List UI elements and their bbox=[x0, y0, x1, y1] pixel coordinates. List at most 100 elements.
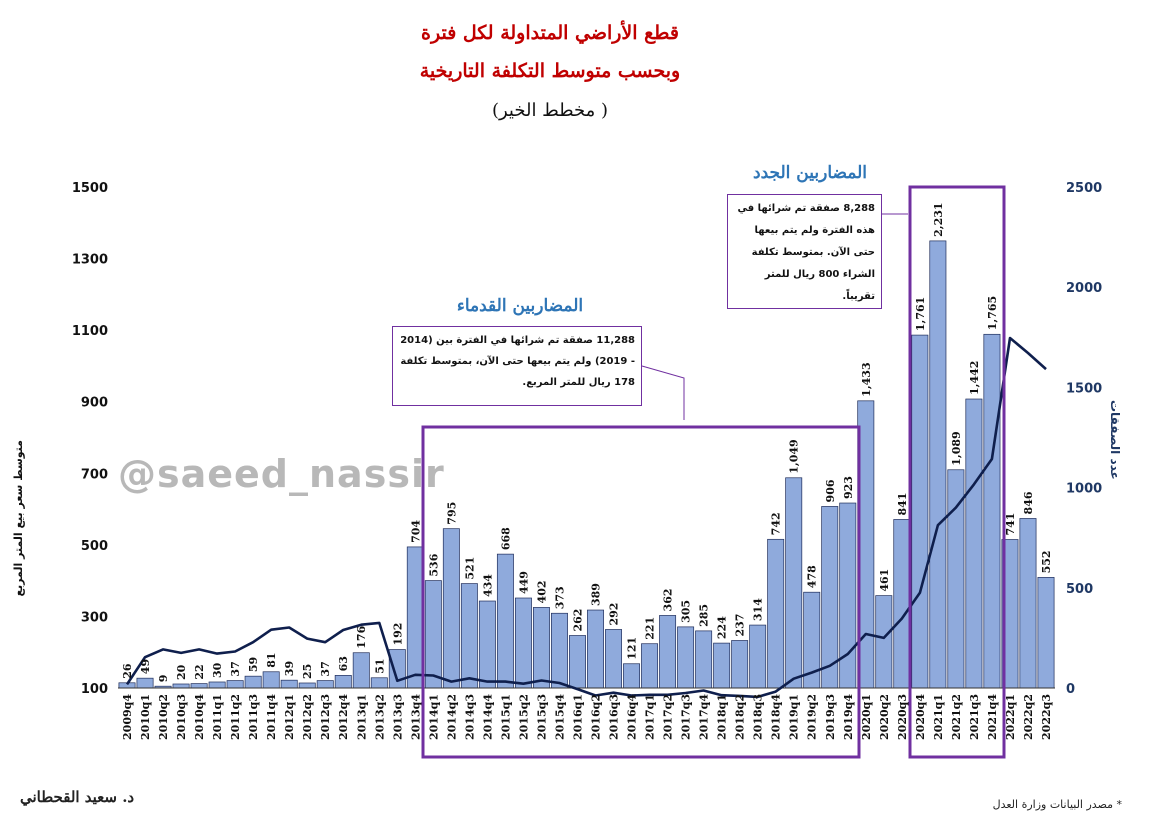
x-axis-tick: 2016q2 bbox=[590, 694, 603, 740]
bar bbox=[406, 546, 424, 689]
x-axis-tick: 2018q4 bbox=[770, 694, 783, 740]
bar bbox=[1037, 577, 1055, 689]
bar bbox=[532, 607, 550, 689]
bar-value-label: 25 bbox=[301, 664, 314, 679]
y-axis-right-tick: 2000 bbox=[1066, 281, 1102, 296]
bar-value-label: 39 bbox=[283, 661, 296, 676]
x-axis-tick: 2013q1 bbox=[355, 694, 368, 740]
bar bbox=[208, 681, 226, 689]
y-axis-left-tick: 1300 bbox=[72, 253, 108, 268]
x-axis-tick: 2014q1 bbox=[427, 694, 440, 740]
x-axis-tick: 2010q1 bbox=[139, 694, 152, 740]
bar bbox=[190, 683, 208, 689]
old-speculators-box bbox=[421, 425, 861, 759]
bar-value-label: 292 bbox=[608, 603, 621, 626]
x-axis-tick: 2011q2 bbox=[229, 694, 242, 740]
bar-value-label: 742 bbox=[770, 512, 783, 535]
y-axis-left-tick: 500 bbox=[81, 539, 108, 554]
bar-value-label: 285 bbox=[698, 604, 711, 627]
x-axis-tick: 2021q3 bbox=[968, 694, 981, 740]
bar-value-label: 923 bbox=[842, 476, 855, 499]
bar-value-label: 668 bbox=[499, 527, 512, 550]
bar-value-label: 906 bbox=[824, 479, 837, 502]
bar-value-label: 841 bbox=[896, 492, 909, 515]
x-axis-tick: 2018q3 bbox=[752, 694, 765, 740]
bar bbox=[587, 609, 604, 689]
bar-value-label: 314 bbox=[752, 598, 765, 621]
bar-value-label: 1,765 bbox=[986, 296, 999, 330]
bar-value-label: 1,442 bbox=[968, 361, 981, 395]
x-axis-tick: 2016q4 bbox=[626, 694, 639, 740]
bar bbox=[929, 240, 947, 689]
bar bbox=[695, 630, 713, 689]
x-axis-tick: 2012q4 bbox=[337, 694, 350, 740]
y-axis-right-tick: 2500 bbox=[1066, 181, 1102, 196]
bar-value-label: 37 bbox=[319, 661, 332, 676]
bar bbox=[352, 652, 370, 689]
x-axis-tick: 2017q1 bbox=[644, 694, 657, 740]
bar bbox=[911, 334, 929, 689]
bar-value-label: 521 bbox=[463, 557, 476, 580]
x-axis-tick: 2021q1 bbox=[932, 694, 945, 740]
x-axis-tick: 2012q1 bbox=[283, 694, 296, 740]
bar-value-label: 434 bbox=[481, 574, 494, 597]
x-axis-tick: 2013q4 bbox=[409, 694, 422, 740]
x-axis-tick: 2019q2 bbox=[806, 694, 819, 740]
bar-value-label: 262 bbox=[571, 609, 584, 632]
x-axis-tick: 2019q4 bbox=[842, 694, 855, 740]
bar-value-label: 176 bbox=[355, 625, 368, 648]
bar-value-label: 795 bbox=[445, 502, 458, 525]
x-axis-tick: 2019q3 bbox=[824, 694, 837, 740]
bar bbox=[785, 477, 803, 689]
bar bbox=[767, 538, 785, 689]
y-axis-right-tick: 500 bbox=[1066, 582, 1093, 597]
bar bbox=[605, 629, 622, 689]
new-speculators-note: 8,288 صفقة تم شرائها في هذه الفترة ولم ي… bbox=[727, 194, 882, 309]
x-axis-tick: 2014q2 bbox=[445, 694, 458, 740]
x-axis-tick: 2011q4 bbox=[265, 694, 278, 740]
y-axis-right-label: عدد الصفقات bbox=[1108, 400, 1122, 480]
x-axis-tick: 2017q4 bbox=[698, 694, 711, 740]
bar bbox=[280, 679, 298, 689]
old-speculators-note: 11,288 صفقة تم شرائها في الفترة بين (201… bbox=[392, 326, 642, 406]
x-axis-tick: 2010q2 bbox=[157, 694, 170, 740]
bar-value-label: 81 bbox=[265, 652, 278, 667]
bar-value-label: 2,231 bbox=[932, 202, 945, 236]
y-axis-right-tick: 0 bbox=[1066, 682, 1075, 697]
bar bbox=[298, 682, 316, 689]
bar bbox=[478, 600, 496, 689]
x-axis-tick: 2020q1 bbox=[860, 694, 873, 740]
bar bbox=[623, 663, 641, 689]
author: د. سعيد القحطاني bbox=[20, 788, 135, 806]
bar bbox=[569, 635, 586, 689]
bar bbox=[677, 626, 695, 689]
bar-value-label: 192 bbox=[391, 623, 404, 646]
bar-value-label: 121 bbox=[626, 637, 639, 660]
bar bbox=[388, 649, 406, 689]
bar-value-label: 1,433 bbox=[860, 362, 873, 396]
old-note-leader bbox=[641, 365, 685, 420]
x-axis-tick: 2020q4 bbox=[914, 694, 927, 740]
bar-value-label: 63 bbox=[337, 656, 350, 671]
y-axis-left-tick: 1500 bbox=[72, 181, 108, 196]
bar bbox=[496, 553, 514, 689]
bar-value-label: 221 bbox=[644, 617, 657, 640]
bar bbox=[713, 642, 731, 689]
x-axis-tick: 2021q4 bbox=[986, 694, 999, 740]
bar-value-label: 449 bbox=[517, 571, 530, 594]
x-axis-tick: 2013q2 bbox=[373, 694, 386, 740]
x-axis-tick: 2014q3 bbox=[463, 694, 476, 740]
bar-value-label: 362 bbox=[662, 588, 675, 611]
bar bbox=[136, 677, 154, 689]
bar bbox=[226, 680, 244, 689]
bar bbox=[370, 677, 388, 689]
bar bbox=[749, 624, 767, 689]
chart-subtitle: وبحسب متوسط التكلفة التاريخية bbox=[419, 60, 681, 82]
bar bbox=[1019, 518, 1037, 689]
bar-value-label: 402 bbox=[535, 580, 548, 603]
x-axis-tick: 2010q4 bbox=[193, 694, 206, 740]
bar bbox=[172, 683, 190, 689]
bar bbox=[316, 680, 334, 689]
old-speculators-label: المضاربين القدماء bbox=[456, 296, 584, 316]
